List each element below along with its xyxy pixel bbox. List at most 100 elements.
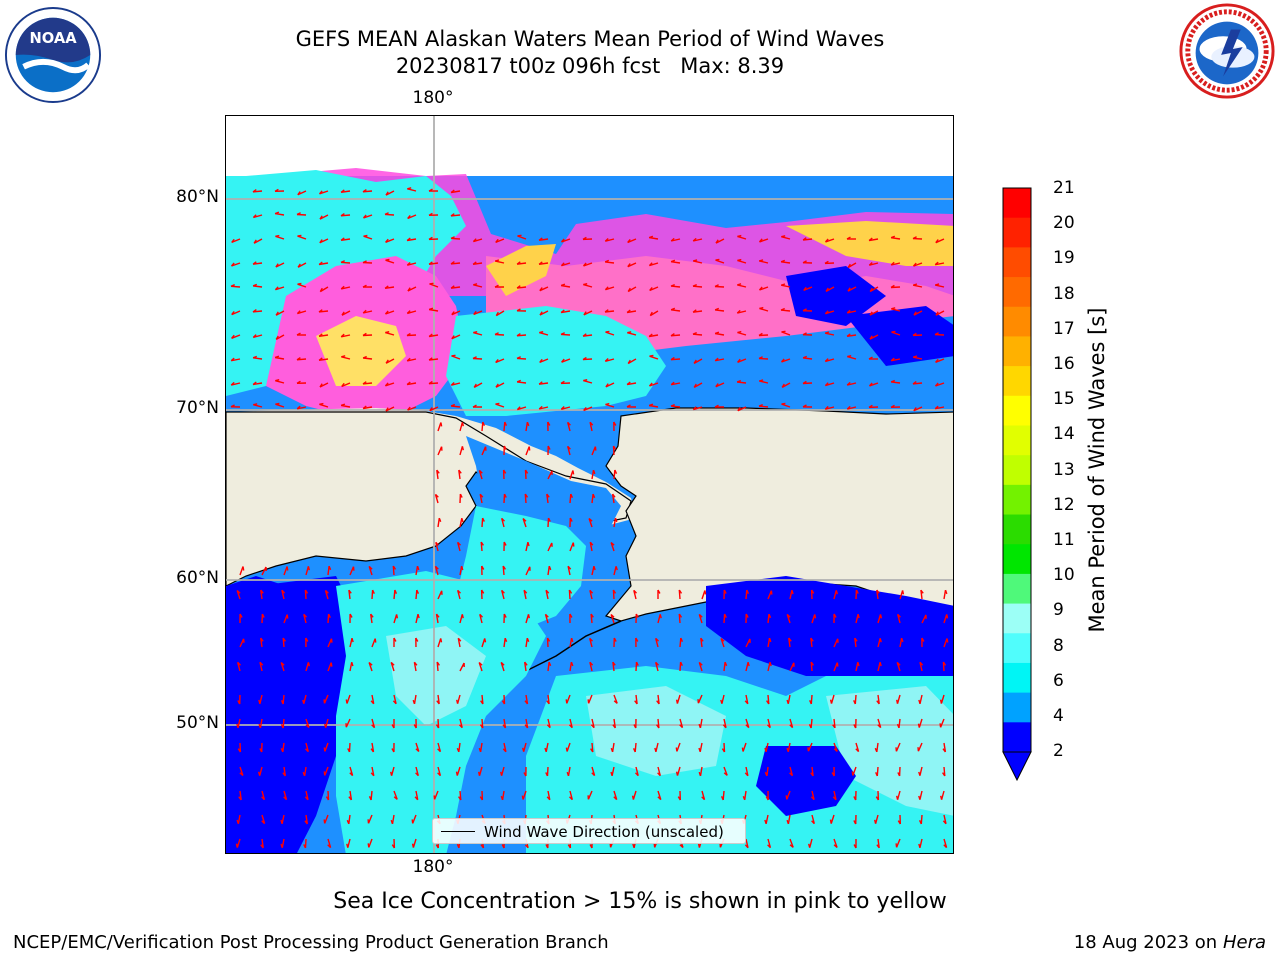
wave-direction-arrowhead bbox=[281, 589, 286, 594]
wave-direction-arrow bbox=[371, 589, 374, 600]
colorbar-segment bbox=[1003, 455, 1031, 486]
wave-direction-arrow bbox=[723, 742, 726, 753]
wave-direction-arrow bbox=[919, 694, 923, 704]
wave-direction-arrowhead bbox=[900, 637, 904, 643]
wave-direction-arrowhead bbox=[435, 613, 440, 618]
wave-direction-arrow bbox=[613, 566, 617, 576]
wave-direction-arrowhead bbox=[766, 724, 771, 729]
wave-direction-arrow bbox=[591, 718, 595, 728]
wave-direction-arrow bbox=[524, 469, 527, 480]
wave-direction-arrow bbox=[539, 331, 549, 336]
wave-direction-arrow bbox=[825, 358, 835, 363]
wave-direction-arrowhead bbox=[635, 613, 639, 618]
wave-direction-arrow bbox=[283, 614, 288, 624]
wave-direction-arrowhead bbox=[450, 236, 455, 240]
wave-direction-arrow bbox=[781, 261, 791, 264]
wave-direction-arrowhead bbox=[610, 613, 615, 618]
wave-direction-arrow bbox=[296, 358, 307, 361]
wave-direction-arrow bbox=[259, 766, 263, 776]
wave-direction-arrowhead bbox=[824, 358, 829, 362]
wave-direction-arrowhead bbox=[323, 747, 326, 752]
wave-direction-arrowhead bbox=[319, 215, 323, 220]
wave-direction-arrowhead bbox=[627, 287, 631, 292]
wave-direction-arrow bbox=[943, 838, 948, 848]
wave-direction-arrowhead bbox=[502, 724, 507, 729]
wave-direction-arrowhead bbox=[919, 661, 924, 666]
wave-direction-arrow bbox=[847, 406, 857, 410]
wave-direction-arrow bbox=[282, 637, 285, 648]
wave-direction-arrowhead bbox=[303, 844, 307, 849]
wave-direction-arrowhead bbox=[854, 637, 858, 642]
wave-direction-arrow bbox=[737, 284, 747, 288]
wave-direction-arrow bbox=[503, 718, 507, 729]
wave-direction-arrow bbox=[260, 637, 263, 648]
wave-direction-arrowhead bbox=[715, 383, 719, 388]
wave-direction-arrow bbox=[942, 661, 945, 672]
wave-direction-arrow bbox=[590, 613, 593, 624]
wave-direction-arrowhead bbox=[758, 356, 763, 360]
wave-direction-arrowhead bbox=[648, 262, 653, 267]
wave-direction-arrow bbox=[701, 790, 706, 800]
wave-direction-arrowhead bbox=[934, 261, 939, 266]
wind-wave-arrows bbox=[230, 187, 949, 849]
wave-direction-arrowhead bbox=[362, 405, 367, 410]
wave-direction-arrow bbox=[744, 790, 747, 801]
wave-direction-arrowhead bbox=[407, 187, 412, 190]
wave-direction-arrowhead bbox=[896, 661, 901, 666]
wave-direction-arrowhead bbox=[582, 333, 587, 337]
wave-direction-arrowhead bbox=[768, 637, 772, 643]
wave-direction-arrowhead bbox=[913, 407, 917, 412]
wave-direction-arrowhead bbox=[282, 772, 286, 777]
wave-direction-arrowhead bbox=[912, 262, 917, 267]
wave-direction-arrowhead bbox=[521, 795, 524, 800]
wave-direction-arrow bbox=[436, 661, 439, 672]
wave-direction-arrowhead bbox=[368, 796, 372, 801]
wave-direction-arrowhead bbox=[297, 282, 302, 285]
wave-direction-arrowhead bbox=[304, 589, 309, 594]
wave-direction-arrow bbox=[723, 766, 728, 776]
wave-direction-arrow bbox=[721, 694, 725, 704]
wave-direction-arrowhead bbox=[523, 772, 527, 777]
wave-direction-arrow bbox=[324, 590, 329, 600]
wave-direction-arrowhead bbox=[714, 284, 719, 288]
wave-direction-arrowhead bbox=[714, 331, 720, 335]
wave-direction-arrowhead bbox=[230, 284, 235, 287]
wave-direction-arrowhead bbox=[912, 236, 917, 240]
wave-direction-arrowhead bbox=[583, 406, 587, 411]
wave-direction-arrow bbox=[524, 493, 527, 504]
wave-direction-arrow bbox=[758, 357, 769, 360]
wave-direction-arrow bbox=[275, 286, 285, 291]
wave-direction-arrow bbox=[547, 565, 550, 576]
wave-direction-arrow bbox=[415, 565, 419, 576]
wave-direction-arrowhead bbox=[560, 405, 565, 410]
wave-direction-arrowhead bbox=[371, 589, 375, 594]
wave-direction-arrowhead bbox=[879, 614, 883, 619]
wave-direction-arrowhead bbox=[319, 402, 324, 405]
wave-direction-arrowhead bbox=[253, 403, 258, 406]
wave-direction-arrow bbox=[678, 613, 681, 624]
wave-direction-arrow bbox=[765, 742, 769, 752]
wave-direction-arrow bbox=[566, 742, 571, 752]
wave-direction-arrowhead bbox=[896, 699, 899, 704]
wave-direction-arrowhead bbox=[846, 381, 851, 386]
wave-direction-arrowhead bbox=[635, 661, 639, 666]
wave-direction-arrowhead bbox=[766, 700, 770, 705]
wave-direction-arrowhead bbox=[495, 358, 499, 363]
wave-direction-arrowhead bbox=[846, 333, 851, 337]
colorbar-segment bbox=[1003, 722, 1031, 753]
wave-direction-arrow bbox=[525, 421, 529, 432]
wave-direction-arrow bbox=[567, 446, 571, 456]
wave-direction-arrowhead bbox=[539, 311, 543, 316]
wave-direction-arrow bbox=[588, 518, 593, 528]
colorbar-tick-label: 16 bbox=[1053, 354, 1075, 374]
wave-direction-arrowhead bbox=[458, 724, 463, 729]
wave-direction-arrow bbox=[605, 286, 615, 291]
wave-direction-arrowhead bbox=[440, 422, 443, 427]
wave-direction-arrow bbox=[393, 790, 398, 800]
wave-direction-arrowhead bbox=[583, 379, 588, 382]
wave-direction-arrowhead bbox=[875, 796, 879, 801]
wave-direction-arrowhead bbox=[745, 613, 749, 618]
wave-direction-arrowhead bbox=[869, 335, 873, 340]
wave-direction-arrowhead bbox=[349, 772, 354, 777]
wave-direction-arrowhead bbox=[457, 541, 462, 546]
